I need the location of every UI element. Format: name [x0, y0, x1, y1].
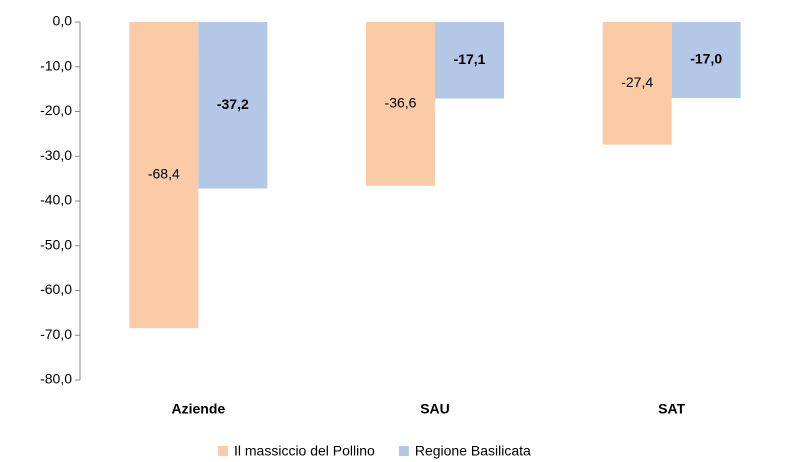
bar [129, 22, 199, 329]
bar [198, 22, 268, 189]
data-label: -17,0 [690, 51, 722, 67]
data-label: -37,2 [217, 96, 249, 112]
x-tick-label: SAT [658, 401, 685, 417]
y-tick-label: -30,0 [40, 147, 72, 163]
y-tick-label: -40,0 [40, 192, 72, 208]
y-tick-label: -80,0 [40, 371, 72, 387]
data-label: -27,4 [621, 74, 653, 90]
legend-label: Regione Basilicata [415, 443, 531, 459]
bar [671, 22, 741, 99]
y-tick-label: -70,0 [40, 326, 72, 342]
x-tick-label: Aziende [171, 401, 225, 417]
data-label: -68,4 [148, 166, 180, 182]
bar [366, 22, 435, 186]
bar [602, 22, 672, 145]
y-tick-label: -20,0 [40, 102, 72, 118]
bar [435, 22, 504, 99]
y-tick-label: -10,0 [40, 57, 72, 73]
y-tick-label: -60,0 [40, 281, 72, 297]
legend-label: Il massiccio del Pollino [234, 443, 375, 459]
data-label: -17,1 [454, 51, 486, 67]
data-label: -36,6 [385, 95, 417, 111]
y-tick-label: 0,0 [53, 13, 73, 29]
legend-swatch [218, 446, 228, 456]
y-tick-label: -50,0 [40, 236, 72, 252]
x-tick-label: SAU [420, 401, 450, 417]
legend-swatch [398, 446, 409, 456]
